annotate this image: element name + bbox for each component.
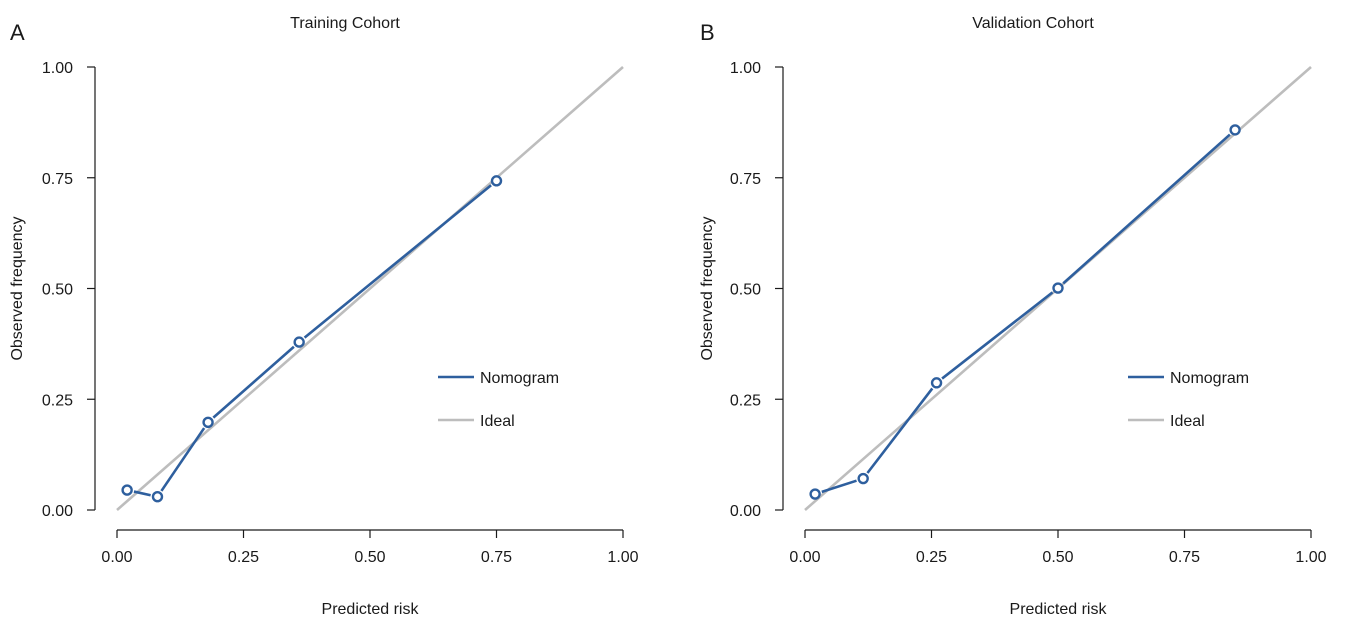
y-tick-label: 0.00	[730, 503, 761, 520]
x-tick-label: 0.00	[101, 549, 132, 566]
ideal-line	[116, 66, 624, 511]
y-tick-label: 0.50	[730, 282, 761, 299]
y-tick-label: 1.00	[730, 60, 761, 77]
y-tick-label: 0.25	[730, 392, 761, 409]
x-axis-title: Predicted risk	[1010, 601, 1108, 618]
nomogram-line-segment	[866, 387, 934, 474]
y-tick-label: 0.75	[730, 171, 761, 188]
x-tick-label: 0.50	[354, 549, 385, 566]
nomogram-line-segment	[821, 479, 857, 494]
y-tick-label: 0.25	[42, 392, 73, 409]
nomogram-point	[151, 491, 164, 503]
x-axis-title: Predicted risk	[322, 601, 420, 618]
nomogram-point	[490, 175, 503, 187]
training-cohort-panel: A Training Cohort 0.00 0.25 0.50 0.75 1.00 0.00…	[9, 15, 639, 618]
panel-letter: B	[700, 20, 715, 45]
chart-title: Training Cohort	[290, 15, 400, 32]
x-tick-label: 0.25	[916, 549, 947, 566]
legend-nomogram-label: Nomogram	[1170, 370, 1249, 387]
nomogram-line-segment	[941, 291, 1054, 380]
y-tick-label: 1.00	[42, 60, 73, 77]
nomogram-point	[1229, 124, 1241, 136]
panel-letter: A	[10, 20, 25, 45]
nomogram-point	[202, 416, 214, 428]
nomogram-point	[930, 377, 943, 389]
x-tick-label: 0.00	[789, 549, 820, 566]
nomogram-point	[121, 484, 133, 496]
x-tick-label: 0.75	[481, 549, 512, 566]
nomogram-line-segment	[303, 184, 492, 339]
y-tick-label: 0.50	[42, 282, 73, 299]
nomogram-line-segment	[212, 345, 295, 419]
x-tick-label: 0.25	[228, 549, 259, 566]
x-tick-label: 1.00	[607, 549, 638, 566]
legend-ideal-label: Ideal	[1170, 413, 1205, 430]
legend-ideal-label: Ideal	[480, 413, 515, 430]
nomogram-point	[809, 488, 821, 500]
y-axis-title: Observed frequency	[9, 216, 26, 360]
chart-title: Validation Cohort	[972, 15, 1094, 32]
nomogram-line-segment	[160, 427, 206, 492]
y-tick-label: 0.00	[42, 503, 73, 520]
nomogram-point	[857, 472, 869, 485]
validation-cohort-panel: B Validation Cohort 0.00 0.25 0.50 0.75 1.00 0.…	[699, 15, 1327, 618]
legend-nomogram-label: Nomogram	[480, 370, 559, 387]
nomogram-line-segment	[1062, 133, 1231, 285]
y-tick-label: 0.75	[42, 171, 73, 188]
x-tick-label: 1.00	[1295, 549, 1326, 566]
x-tick-label: 0.50	[1042, 549, 1073, 566]
nomogram-point	[293, 336, 305, 348]
nomogram-point	[1052, 282, 1064, 294]
y-axis-title: Observed frequency	[699, 216, 716, 360]
x-tick-label: 0.75	[1169, 549, 1200, 566]
nomogram-line-segment	[133, 490, 151, 497]
